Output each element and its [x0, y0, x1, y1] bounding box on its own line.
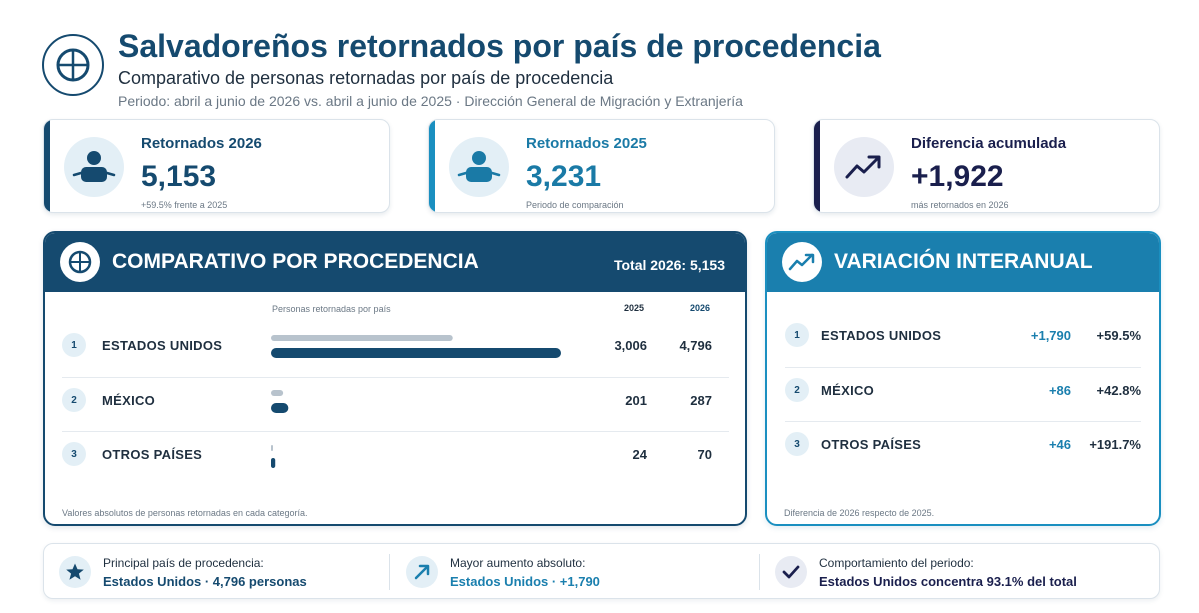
summary-mayor-aumento: Mayor aumento absoluto: Estados Unidos ·… — [406, 544, 746, 600]
variation-panel: VARIACIÓN INTERANUAL 1 ESTADOS UNIDOS +1… — [765, 231, 1161, 526]
kpi-note: Periodo de comparación — [526, 200, 624, 210]
kpi-label: Retornados 2025 — [526, 135, 647, 152]
kpi-accent-bar — [44, 120, 50, 212]
bars-column-header: Personas retornadas por país — [272, 304, 391, 314]
summary-value: Estados Unidos · 4,796 personas — [103, 574, 307, 589]
page-subtitle: Comparativo de personas retornadas por p… — [118, 68, 614, 88]
summary-divider — [389, 554, 390, 590]
summary-divider — [759, 554, 760, 590]
value-2026: 4,796 — [679, 338, 712, 353]
row-divider — [785, 421, 1141, 422]
person-icon — [449, 137, 509, 197]
comparison-total: Total 2026: 5,153 — [613, 257, 725, 273]
country-name: MÉXICO — [821, 383, 875, 398]
globe-logo-icon — [42, 34, 104, 96]
kpi-accent-bar — [429, 120, 435, 212]
rank-badge: 3 — [62, 442, 86, 466]
period-text: Periodo: abril a junio de 2026 vs. abril… — [118, 93, 743, 109]
absolute-change: +86 — [1048, 383, 1071, 398]
kpi-note: más retornados en 2026 — [911, 200, 1009, 210]
country-name: ESTADOS UNIDOS — [821, 328, 942, 343]
percent-change: +42.8% — [1096, 383, 1141, 398]
year-2026-header: 2026 — [690, 303, 711, 313]
page-title: Salvadoreños retornados por país de proc… — [118, 28, 881, 64]
row-divider — [62, 431, 729, 432]
absolute-change: +46 — [1048, 437, 1071, 452]
country-name: ESTADOS UNIDOS — [102, 338, 223, 353]
rank-badge: 1 — [785, 323, 809, 347]
star-icon — [59, 556, 91, 588]
kpi-note: +59.5% frente a 2025 — [141, 200, 228, 210]
value-2025: 24 — [632, 447, 647, 462]
summary-bar: Principal país de procedencia: Estados U… — [43, 543, 1160, 599]
bar-2025-3 — [271, 445, 273, 451]
comparison-title: COMPARATIVO POR PROCEDENCIA — [112, 250, 479, 273]
value-2026: 287 — [690, 393, 712, 408]
summary-label: Principal país de procedencia: — [103, 556, 264, 570]
kpi-label: Diferencia acumulada — [911, 135, 1067, 152]
country-name: MÉXICO — [102, 393, 156, 408]
trend-up-icon — [834, 137, 894, 197]
kpi-value: +1,922 — [911, 160, 1004, 193]
rank-badge: 1 — [62, 333, 86, 357]
kpi-label: Retornados 2026 — [141, 135, 262, 152]
rank-badge: 2 — [785, 378, 809, 402]
percent-change: +191.7% — [1089, 437, 1141, 452]
country-name: OTROS PAÍSES — [102, 447, 203, 462]
row-divider — [785, 367, 1141, 368]
variation-panel-header: VARIACIÓN INTERANUAL — [767, 233, 1159, 292]
percent-change: +59.5% — [1096, 328, 1141, 343]
value-2025: 3,006 — [614, 338, 647, 353]
bar-2026-3 — [271, 458, 276, 468]
comparison-panel-header: COMPARATIVO POR PROCEDENCIA Total 2026: … — [45, 233, 745, 292]
arrow-up-right-icon — [406, 556, 438, 588]
summary-comportamiento: Comportamiento del periodo: Estados Unid… — [775, 544, 1145, 600]
trend-up-icon — [782, 242, 822, 282]
bar-2025-1 — [271, 335, 453, 341]
summary-label: Mayor aumento absoluto: — [450, 556, 586, 570]
variation-title: VARIACIÓN INTERANUAL — [834, 250, 1093, 273]
globe-icon — [60, 242, 100, 282]
comparison-footnote: Valores absolutos de personas retornadas… — [62, 508, 308, 518]
year-2025-header: 2025 — [624, 303, 645, 313]
kpi-card-retornados-2026: Retornados 2026 5,153 +59.5% frente a 20… — [43, 119, 390, 213]
bar-2026-2 — [271, 403, 289, 413]
bar-2026-1 — [271, 348, 561, 358]
kpi-card-retornados-2025: Retornados 2025 3,231 Periodo de compara… — [428, 119, 775, 213]
value-2025: 201 — [625, 393, 647, 408]
bar-2025-2 — [271, 390, 284, 396]
kpi-accent-bar — [814, 120, 820, 212]
comparison-panel: COMPARATIVO POR PROCEDENCIA Total 2026: … — [43, 231, 747, 526]
absolute-change: +1,790 — [1030, 328, 1071, 343]
rank-badge: 3 — [785, 432, 809, 456]
variation-footnote: Diferencia de 2026 respecto de 2025. — [784, 508, 935, 518]
country-name: OTROS PAÍSES — [821, 437, 922, 452]
value-2026: 70 — [697, 447, 712, 462]
summary-principal: Principal país de procedencia: Estados U… — [59, 544, 379, 600]
rank-badge: 2 — [62, 388, 86, 412]
kpi-value: 5,153 — [141, 160, 217, 193]
check-icon — [775, 556, 807, 588]
comparison-bar-chart — [271, 335, 561, 468]
summary-value: Estados Unidos concentra 93.1% del total — [819, 574, 1077, 589]
summary-value: Estados Unidos · +1,790 — [450, 574, 600, 589]
row-divider — [62, 377, 729, 378]
kpi-card-diferencia: Diferencia acumulada +1,922 más retornad… — [813, 119, 1160, 213]
person-icon — [64, 137, 124, 197]
kpi-value: 3,231 — [526, 160, 602, 193]
summary-label: Comportamiento del periodo: — [819, 556, 974, 570]
